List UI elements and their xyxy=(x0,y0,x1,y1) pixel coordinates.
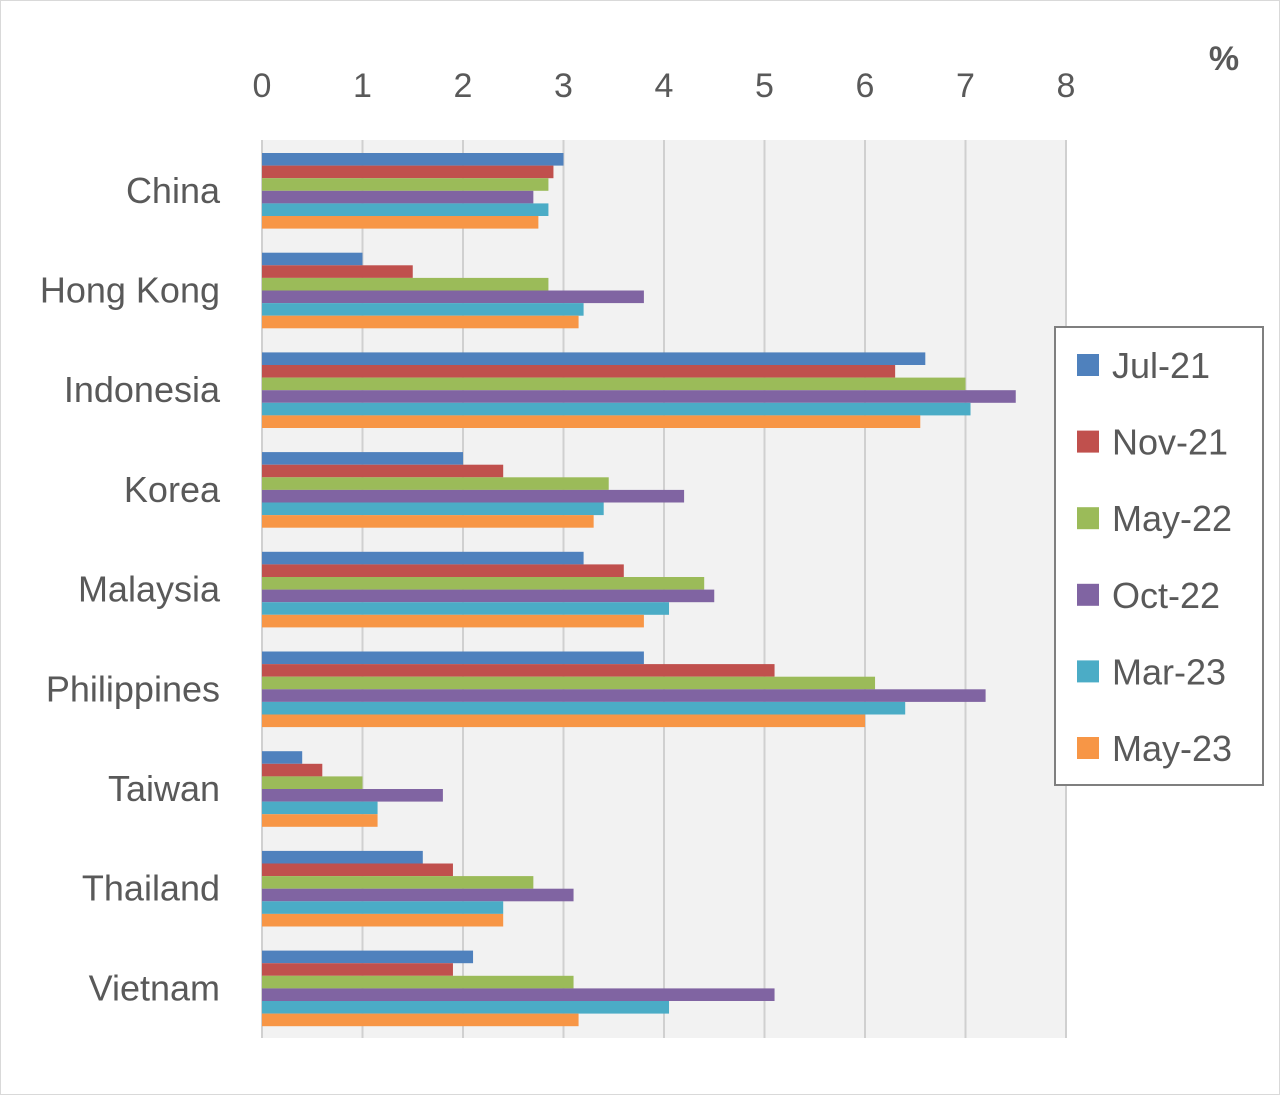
bar xyxy=(262,888,574,902)
x-tick-label: 0 xyxy=(253,67,272,105)
bar xyxy=(262,277,549,291)
bar xyxy=(262,776,363,789)
legend-swatch xyxy=(1077,354,1099,376)
bar xyxy=(262,814,378,827)
bar xyxy=(262,1001,670,1014)
bar xyxy=(262,589,715,603)
category-label: Indonesia xyxy=(64,369,221,410)
bar xyxy=(262,477,609,490)
bar xyxy=(262,203,549,216)
bar xyxy=(262,751,303,764)
bar xyxy=(262,763,323,777)
legend-swatch xyxy=(1077,583,1099,606)
legend-label: May-23 xyxy=(1112,728,1232,769)
bar xyxy=(262,1013,579,1027)
bar xyxy=(262,913,504,927)
x-tick-label: 6 xyxy=(856,67,875,105)
legend: Jul-21 Nov-21 May-22 Oct-22 Mar-23 May-23 xyxy=(1054,326,1264,786)
bar xyxy=(262,290,644,304)
bar xyxy=(262,303,584,316)
bar xyxy=(262,664,775,677)
category-label: Korea xyxy=(124,469,221,510)
legend-swatch xyxy=(1077,737,1099,759)
bar xyxy=(262,464,504,478)
bar xyxy=(262,165,554,179)
bar xyxy=(262,216,539,229)
bar xyxy=(262,689,986,702)
bar xyxy=(262,564,624,577)
bar xyxy=(262,551,584,565)
bar xyxy=(262,265,413,278)
bar xyxy=(262,651,644,665)
bar xyxy=(262,390,1016,403)
legend-label: Mar-23 xyxy=(1112,651,1226,692)
bar xyxy=(262,789,443,802)
bar xyxy=(262,252,363,266)
category-label: Hong Kong xyxy=(40,270,220,311)
bar xyxy=(262,452,463,465)
bar xyxy=(262,352,926,365)
bar xyxy=(262,178,549,191)
bar xyxy=(262,315,579,329)
x-tick-label: 3 xyxy=(554,67,573,105)
x-tick-label: 5 xyxy=(755,67,774,105)
x-tick-label: 1 xyxy=(353,67,372,105)
category-label: Malaysia xyxy=(78,569,221,610)
x-axis-ticks: 0 1 2 3 4 5 6 7 8 xyxy=(253,67,1076,105)
bar xyxy=(262,577,705,590)
bar xyxy=(262,988,775,1001)
legend-box xyxy=(1054,326,1264,786)
bar xyxy=(262,614,644,628)
category-labels: China Hong Kong Indonesia Korea Malaysia Phil… xyxy=(40,170,221,1009)
bar xyxy=(262,602,670,615)
legend-label: Jul-21 xyxy=(1112,345,1210,386)
bar xyxy=(262,801,378,815)
bar xyxy=(262,876,534,889)
category-label: Thailand xyxy=(82,868,220,909)
bar xyxy=(262,377,966,391)
bar xyxy=(262,714,865,728)
x-tick-label: 2 xyxy=(454,67,473,105)
legend-label: Oct-22 xyxy=(1112,575,1220,616)
legend-swatch xyxy=(1077,507,1099,530)
bar xyxy=(262,950,474,964)
bar xyxy=(262,850,423,864)
x-tick-label: 7 xyxy=(956,67,975,105)
bar xyxy=(262,415,921,428)
category-label: Philippines xyxy=(46,668,220,709)
bars xyxy=(262,153,1016,1027)
legend-swatch xyxy=(1077,430,1099,453)
x-tick-label: 4 xyxy=(655,67,674,105)
bar xyxy=(262,190,534,204)
bar xyxy=(262,963,453,976)
category-label: Taiwan xyxy=(108,768,220,809)
bar xyxy=(262,365,896,378)
unit-label: % xyxy=(1209,40,1239,78)
bar xyxy=(262,489,685,503)
bar xyxy=(262,502,604,516)
bar xyxy=(262,701,906,715)
category-label: Vietnam xyxy=(89,967,220,1008)
bar xyxy=(262,402,971,416)
x-tick-label: 8 xyxy=(1057,67,1076,105)
bar xyxy=(262,153,564,166)
bar xyxy=(262,901,504,914)
legend-label: May-22 xyxy=(1112,498,1232,539)
bar xyxy=(262,515,594,528)
bar xyxy=(262,676,876,690)
category-label: China xyxy=(126,170,221,211)
legend-label: Nov-21 xyxy=(1112,422,1228,463)
legend-swatch xyxy=(1077,660,1099,683)
bar xyxy=(262,975,574,989)
bar xyxy=(262,863,453,877)
